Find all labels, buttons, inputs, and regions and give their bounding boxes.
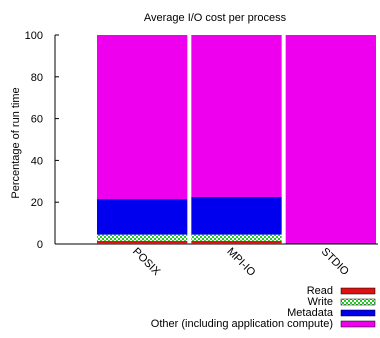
y-tick-label: 40 (31, 155, 43, 167)
legend-label: Metadata (287, 307, 334, 319)
y-tick-label: 60 (31, 114, 43, 126)
x-category-label: POSIX (130, 246, 163, 279)
category-labels: POSIX MPI-IO STDIO (130, 246, 351, 279)
chart-title: Average I/O cost per process (144, 12, 287, 24)
y-tick-label: 80 (31, 72, 43, 84)
legend-swatch (340, 309, 376, 317)
legend-label: Write (308, 296, 333, 308)
bar-segment (191, 35, 282, 197)
legend-swatch (340, 320, 376, 328)
bar-segment (97, 240, 188, 244)
y-tick-label: 100 (25, 30, 43, 42)
bar-segment (191, 240, 282, 244)
legend-swatch (340, 298, 376, 306)
legend-swatch (340, 287, 376, 295)
bar-segment (285, 35, 376, 243)
bar-segment (97, 234, 188, 241)
y-tick-label: 20 (31, 197, 43, 209)
bar-segment (191, 234, 282, 241)
x-category-label: STDIO (319, 246, 352, 279)
bars (97, 35, 376, 244)
y-axis-label: Percentage of run time (10, 87, 22, 198)
y-tick-label: 0 (37, 239, 43, 251)
legend-label: Read (307, 285, 333, 297)
bar-segment (97, 35, 188, 200)
bar-segment (97, 199, 188, 235)
x-category-label: MPI-IO (224, 246, 257, 279)
bar-segment (191, 196, 282, 235)
bar-segment (285, 242, 376, 244)
legend-label: Other (including application compute) (151, 318, 333, 330)
